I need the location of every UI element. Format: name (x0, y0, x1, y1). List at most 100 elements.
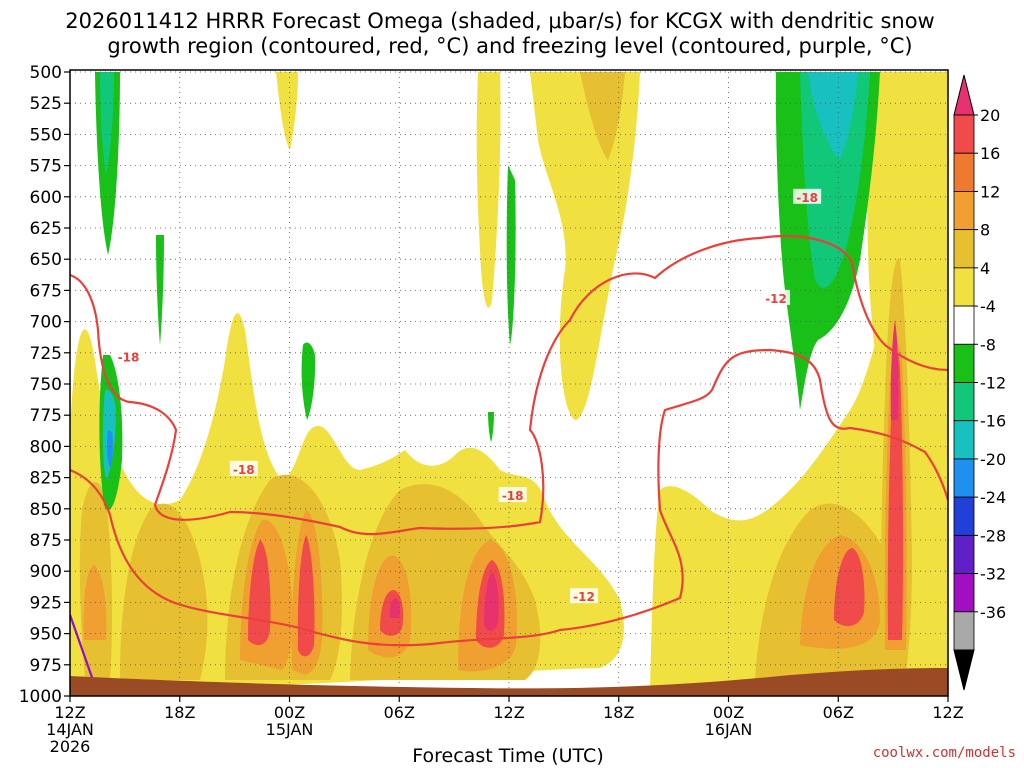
colorbar-label-4: 4 (980, 259, 990, 278)
omega-blue-a (106, 430, 114, 468)
xtick-label-30-0: 18Z (603, 703, 634, 722)
chart-title-line-1: 2026011412 HRRR Forecast Omega (shaded, … (65, 9, 934, 33)
colorbar-swatch-4 (953, 267, 975, 307)
xtick-label-18-0: 06Z (384, 703, 415, 722)
ytick-label-750: 750 (30, 375, 62, 395)
colorbar-swatch-11 (953, 534, 975, 574)
colorbar-swatch-5 (953, 305, 975, 345)
colorbar-swatch-3 (953, 229, 975, 269)
omega-plume-upper-3 (276, 72, 298, 150)
ytick-label-525: 525 (30, 94, 62, 114)
xtick-label-0-0: 12Z (54, 703, 85, 722)
ytick-label-1000: 1000 (19, 687, 62, 707)
omega-green-f (488, 412, 494, 442)
dgz-label-0: -18 (118, 351, 140, 365)
ytick-label-900: 900 (30, 562, 62, 582)
ytick-label-725: 725 (30, 344, 62, 364)
omega-plume-upper-2 (476, 72, 501, 308)
colorbar-top-arrow (953, 74, 975, 116)
ytick-label-575: 575 (30, 157, 62, 177)
dgz-label-2: -18 (502, 489, 524, 503)
ytick-label-975: 975 (30, 656, 62, 676)
terrain-surface (70, 668, 948, 696)
ytick-label-700: 700 (30, 313, 62, 333)
ytick-label-775: 775 (30, 406, 62, 426)
colorbar: 20 16 12 8 4 -4 -8 -12 -16 -20 -24 -28 -32 -36 (953, 74, 1006, 691)
terrain-fill (70, 668, 948, 696)
ytick-label-625: 625 (30, 219, 62, 239)
colorbar-swatch-1 (953, 152, 975, 192)
xtick-label-0-2: 2026 (50, 737, 91, 756)
omega-teal-a (100, 72, 114, 175)
y-axis-ticks: 500 525 550 575 600 625 650 675 700 725 750 775 800 8… (19, 63, 70, 707)
colorbar-label-3: 8 (980, 221, 990, 240)
xtick-label-12-0: 00Z (274, 703, 305, 722)
dgz-label-bg-0 (114, 348, 143, 364)
xtick-label-0-1: 14JAN (46, 720, 94, 739)
colorbar-swatch-7 (953, 382, 975, 422)
ytick-label-875: 875 (30, 531, 62, 551)
omega-teal-east (800, 72, 870, 288)
dgz-label-bg-4 (762, 289, 791, 305)
omega-plume-upper-1 (530, 72, 640, 420)
chart-title-line-2: growth region (contoured, red, °C) and f… (107, 34, 912, 58)
colorbar-swatch-12 (953, 573, 975, 613)
xtick-label-6-0: 18Z (164, 703, 195, 722)
dgz-label-bg-3 (793, 188, 822, 204)
colorbar-swatch-9 (953, 458, 975, 498)
colorbar-label-1: 16 (980, 144, 1000, 163)
colorbar-label-6: -8 (980, 335, 996, 354)
colorbar-swatch-13 (953, 611, 975, 651)
ytick-label-950: 950 (30, 625, 62, 645)
ytick-label-675: 675 (30, 281, 62, 301)
dgz-contours: -18 -18 -18 -18 -12 -12 (70, 188, 948, 678)
dgz-label-bg-1 (229, 460, 258, 476)
ytick-label-500: 500 (30, 63, 62, 83)
colorbar-label-5: -4 (980, 297, 996, 316)
ytick-label-650: 650 (30, 250, 62, 270)
colorbar-label-13: -36 (980, 603, 1006, 622)
omega-red-e (834, 548, 865, 627)
colorbar-label-0: 20 (980, 106, 1000, 125)
omega-magenta-c (389, 598, 400, 618)
omega-green-e (506, 165, 516, 345)
dgz-label-4: -12 (765, 292, 787, 306)
colorbar-swatch-6 (953, 343, 975, 383)
dgz-contour-line-1 (70, 348, 948, 647)
dgz-label-bg-2 (498, 487, 527, 503)
dgz-label-bg-5 (569, 588, 598, 604)
omega-magenta-a (484, 572, 499, 631)
ytick-label-550: 550 (30, 125, 62, 145)
omega-red-f (887, 351, 904, 640)
dgz-label-3: -18 (796, 191, 818, 205)
credit-text: coolwx.com/models (873, 745, 1016, 761)
xtick-label-36-1: 16JAN (705, 720, 753, 739)
freezing-level-line (70, 614, 93, 678)
colorbar-label-8: -16 (980, 412, 1006, 431)
colorbar-swatch-8 (953, 420, 975, 460)
ytick-label-600: 600 (30, 188, 62, 208)
ytick-label-800: 800 (30, 437, 62, 457)
omega-gold-upper (580, 72, 625, 160)
colorbar-swatch-10 (953, 496, 975, 536)
omega-magenta-b (890, 320, 899, 420)
xtick-label-36-0: 00Z (713, 703, 744, 722)
xtick-label-48-0: 12Z (932, 703, 963, 722)
xtick-label-24-0: 12Z (493, 703, 524, 722)
dgz-label-1: -18 (233, 463, 255, 477)
ytick-label-825: 825 (30, 469, 62, 489)
omega-gold-b (120, 503, 208, 680)
xtick-label-42-0: 06Z (823, 703, 854, 722)
ytick-label-850: 850 (30, 500, 62, 520)
xtick-label-12-1: 15JAN (266, 720, 314, 739)
omega-green-d (301, 342, 316, 420)
omega-red-b (297, 535, 315, 657)
dgz-contour-line-0 (70, 235, 948, 536)
colorbar-label-2: 12 (980, 182, 1000, 201)
colorbar-label-7: -12 (980, 374, 1006, 393)
omega-shaded-field (70, 72, 948, 690)
colorbar-label-12: -32 (980, 565, 1006, 584)
omega-cyan-east (808, 72, 858, 160)
